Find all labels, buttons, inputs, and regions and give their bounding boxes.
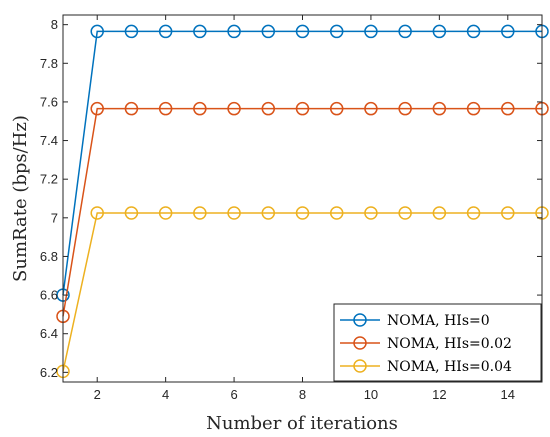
y-tick-label: 6.8 [40, 249, 58, 264]
data-point [295, 101, 310, 116]
data-point [364, 101, 378, 116]
data-point [329, 24, 344, 39]
series-3 [56, 206, 549, 379]
x-tick-label: 6 [230, 387, 237, 402]
data-point [261, 206, 276, 220]
data-point [227, 101, 241, 116]
data-point [432, 206, 447, 220]
y-tick-label: 6.6 [40, 288, 58, 303]
data-point [364, 24, 378, 39]
legend-item: NOMA, HIs=0.04 [340, 359, 512, 375]
data-point [124, 24, 139, 39]
data-point [90, 206, 104, 220]
legend-label: NOMA, HIs=0.04 [387, 359, 512, 375]
x-tick-label: 14 [501, 387, 515, 402]
data-point [329, 101, 344, 116]
x-axis-label: Number of iterations [206, 413, 398, 434]
series-line [62, 107, 542, 317]
data-point [227, 206, 241, 220]
data-point [90, 101, 104, 116]
data-point [398, 24, 412, 39]
data-point [364, 206, 378, 220]
y-tick-label: 7 [51, 210, 58, 225]
legend-item: NOMA, HIs=0.02 [340, 336, 512, 352]
data-point [432, 24, 447, 39]
data-point [193, 206, 207, 220]
y-tick-label: 7.8 [40, 56, 58, 71]
data-point [501, 206, 515, 220]
legend-item: NOMA, HIs=0 [340, 313, 490, 329]
x-tick-label: 2 [94, 387, 101, 402]
data-point [158, 24, 173, 39]
data-point [466, 101, 481, 116]
data-point [432, 101, 447, 116]
legend-marker [353, 313, 367, 327]
y-tick-label: 7.2 [40, 172, 58, 187]
data-point [90, 24, 104, 39]
x-tick-label: 4 [162, 387, 169, 402]
y-tick-label: 6.4 [40, 326, 58, 341]
data-point [227, 24, 241, 39]
legend: NOMA, HIs=0 NOMA, HIs=0.02 NOMA, HIs=0.04 [333, 303, 542, 382]
data-point [261, 24, 276, 39]
series-line [62, 30, 542, 296]
legend-marker [353, 359, 367, 373]
data-point [295, 206, 310, 220]
data-point [124, 101, 139, 116]
data-point [501, 24, 515, 39]
series-line [62, 212, 542, 372]
data-point [329, 206, 344, 220]
x-tick-label: 8 [299, 387, 306, 402]
x-tick-label: 12 [432, 387, 446, 402]
data-point [398, 206, 412, 220]
data-point [193, 24, 207, 39]
data-point [295, 24, 310, 39]
y-tick-label: 6.2 [40, 365, 58, 380]
y-tick-label: 8 [51, 17, 58, 32]
data-point [158, 101, 173, 116]
data-point [466, 24, 481, 39]
data-point [193, 101, 207, 116]
y-axis-ticks: 6.2 6.4 6.6 6.8 7 7.2 7.4 7.6 7.8 8 [40, 17, 542, 380]
x-tick-label: 10 [364, 387, 378, 402]
y-tick-label: 7.6 [40, 94, 58, 109]
y-tick-label: 7.4 [40, 133, 58, 148]
legend-marker [353, 336, 367, 350]
y-axis-label: SumRate (bps/Hz) [10, 115, 31, 282]
series-layer [56, 24, 549, 379]
legend-label: NOMA, HIs=0 [387, 313, 490, 329]
legend-label: NOMA, HIs=0.02 [387, 336, 512, 352]
data-point [261, 101, 276, 116]
data-point [398, 101, 412, 116]
data-point [158, 206, 173, 220]
data-point [124, 206, 139, 220]
series-1 [56, 24, 549, 302]
data-point [466, 206, 481, 220]
data-point [501, 101, 515, 116]
